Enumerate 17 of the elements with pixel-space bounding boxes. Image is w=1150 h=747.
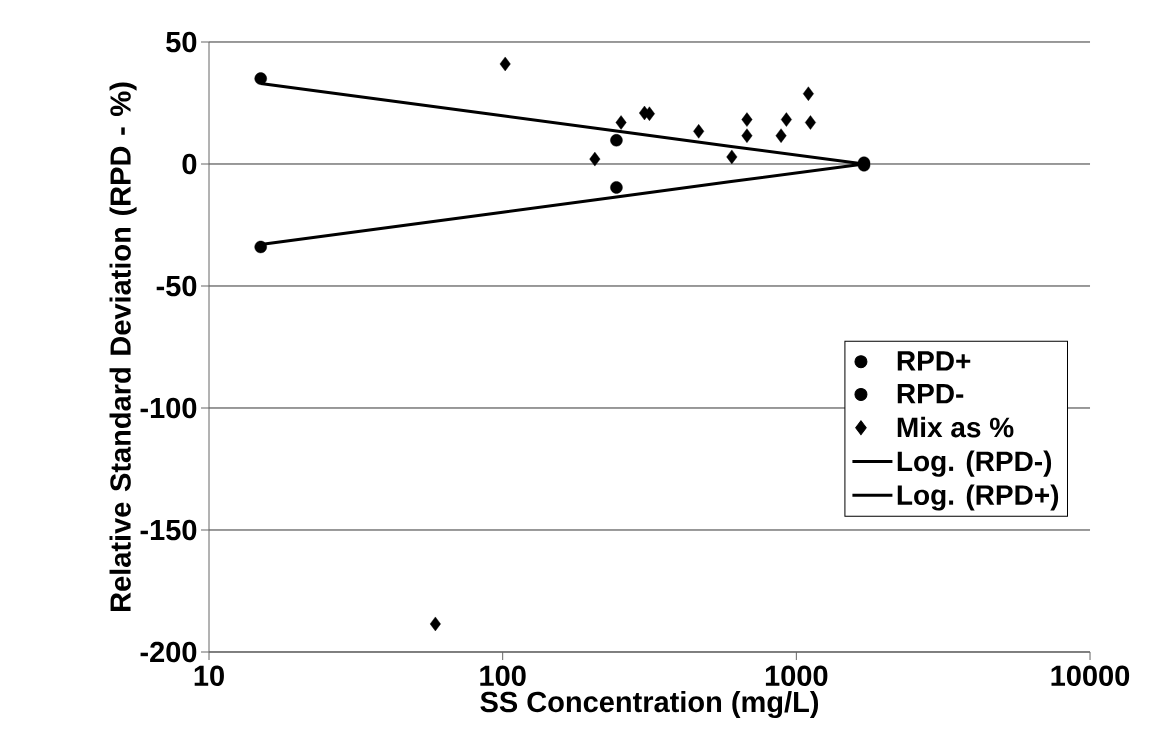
y-axis-title: Relative Standard Deviation (RPD - %) <box>109 82 137 611</box>
x-tick-label: 10 <box>194 665 224 687</box>
y-tick-label: -150 <box>140 519 197 541</box>
legend-label: RPD- <box>897 384 964 404</box>
y-tick-label: 50 <box>166 31 197 53</box>
y-tick-label: -200 <box>140 641 197 663</box>
legend-label: Log. (RPD+) <box>897 484 1059 511</box>
x-axis-title: SS Concentration (mg/L) <box>480 690 819 719</box>
legend-label: Log. (RPD-) <box>897 450 1052 477</box>
x-tick-label: 1000 <box>765 665 828 687</box>
y-tick-label: -100 <box>140 397 197 419</box>
y-tick-label: 0 <box>182 153 197 175</box>
y-tick-label: -50 <box>156 275 197 297</box>
legend-label: RPD+ <box>897 351 971 371</box>
x-tick-label: 100 <box>480 665 526 687</box>
x-tick-label: 10000 <box>1051 665 1130 687</box>
legend-label: Mix as % <box>897 416 1014 438</box>
